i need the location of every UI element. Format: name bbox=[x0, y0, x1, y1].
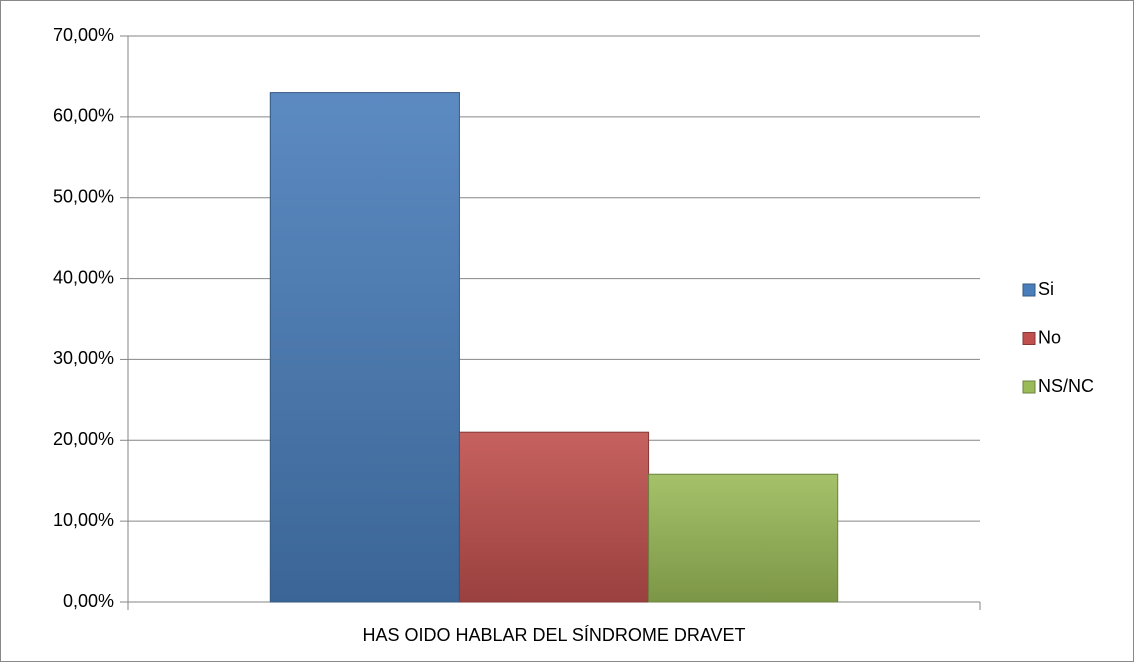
y-tick-label: 60,00% bbox=[53, 106, 114, 126]
bar bbox=[269, 92, 460, 603]
x-tick-label: HAS OIDO HABLAR DEL SÍNDROME DRAVET bbox=[362, 625, 745, 645]
y-tick-label: 20,00% bbox=[53, 429, 114, 449]
legend-swatch bbox=[1022, 283, 1036, 297]
y-tick-label: 40,00% bbox=[53, 267, 114, 287]
y-tick-label: 30,00% bbox=[53, 348, 114, 368]
bar bbox=[458, 431, 650, 603]
legend-swatch bbox=[1022, 380, 1036, 394]
bar bbox=[648, 473, 839, 603]
y-tick-label: 70,00% bbox=[53, 25, 114, 45]
legend-swatch bbox=[1022, 332, 1036, 345]
y-tick-label: 10,00% bbox=[53, 510, 114, 530]
legend-label: Si bbox=[1038, 279, 1054, 299]
legend-label: NS/NC bbox=[1038, 376, 1094, 396]
y-tick-label: 0,00% bbox=[63, 591, 114, 611]
legend-label: No bbox=[1038, 327, 1061, 347]
y-tick-label: 50,00% bbox=[53, 186, 114, 206]
